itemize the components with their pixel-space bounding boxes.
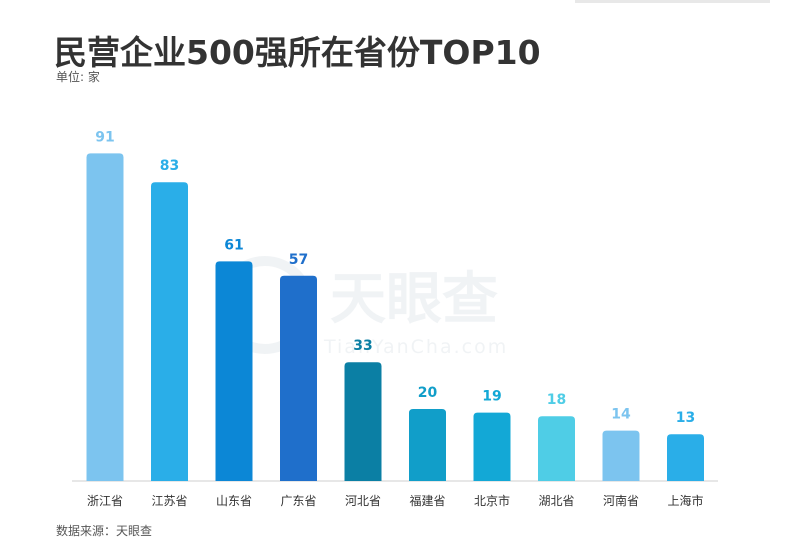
bar-4 — [280, 275, 317, 481]
bar-7 — [473, 412, 511, 481]
data-source: 数据来源：天眼查 — [56, 524, 153, 538]
bar-value-label: 14 — [611, 407, 631, 423]
category-label: 浙江省 — [87, 494, 123, 508]
chart-title: 民营企业500强所在省份TOP10 — [54, 33, 541, 72]
bar-value-label: 83 — [160, 158, 179, 174]
category-label: 河南省 — [603, 493, 639, 508]
bar-6 — [409, 409, 446, 481]
category-label: 山东省 — [216, 494, 252, 508]
top-edge-bar — [575, 0, 770, 3]
bar-value-label: 57 — [289, 252, 308, 268]
bar-value-label: 13 — [676, 410, 695, 426]
category-label: 湖北省 — [538, 493, 574, 508]
bar-value-label: 91 — [95, 129, 114, 145]
category-label: 广东省 — [280, 494, 316, 508]
category-label: 河北省 — [345, 494, 381, 508]
bar-10 — [667, 434, 704, 481]
bar-9 — [602, 430, 640, 481]
bar-3 — [215, 261, 253, 481]
bar-1 — [86, 153, 124, 481]
category-label: 上海市 — [667, 493, 703, 508]
bar-value-label: 19 — [482, 389, 501, 405]
bar-8 — [538, 416, 575, 481]
category-label: 北京市 — [474, 493, 510, 508]
bar-2 — [151, 182, 188, 481]
bar-5 — [344, 362, 382, 481]
bar-value-label: 18 — [547, 392, 566, 408]
category-label: 江苏省 — [151, 494, 187, 508]
bar-value-label: 33 — [353, 338, 372, 354]
bar-value-label: 20 — [418, 385, 438, 401]
unit-label: 单位: 家 — [56, 70, 100, 84]
category-label: 福建省 — [409, 493, 445, 508]
bar-value-label: 61 — [224, 237, 243, 253]
